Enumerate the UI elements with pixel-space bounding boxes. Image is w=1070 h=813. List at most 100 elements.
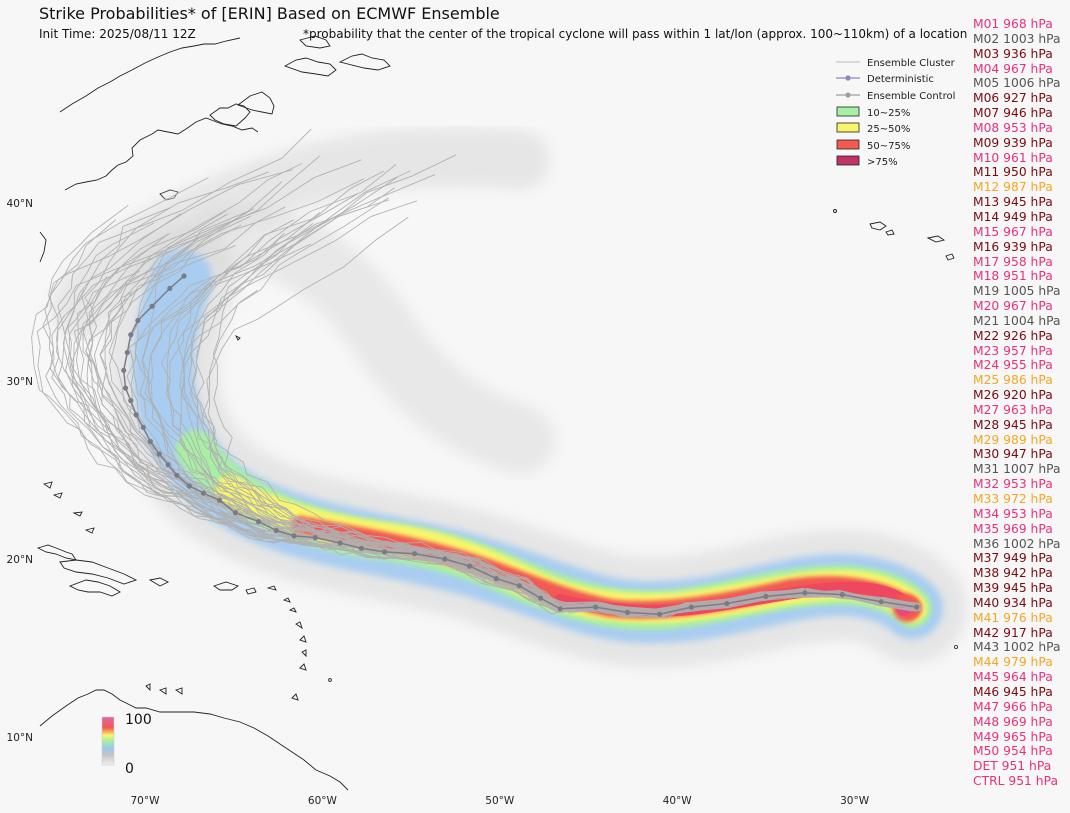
member-entry: CTRL 951 hPa bbox=[973, 774, 1058, 789]
deterministic-track-point bbox=[186, 483, 192, 489]
member-entry: M29 989 hPa bbox=[973, 432, 1053, 447]
deterministic-track-point bbox=[200, 490, 207, 496]
deterministic-track-point bbox=[121, 367, 127, 373]
deterministic-track bbox=[121, 273, 920, 617]
member-entry: M16 939 hPa bbox=[973, 239, 1053, 254]
x-tick-label: 40°W bbox=[663, 795, 693, 807]
deterministic-track-point bbox=[128, 398, 134, 404]
member-entry: M15 967 hPa bbox=[973, 224, 1053, 239]
member-entry: M36 1002 hPa bbox=[973, 536, 1061, 551]
member-entry: M12 987 hPa bbox=[973, 180, 1053, 195]
member-entry: M20 967 hPa bbox=[973, 299, 1053, 314]
deterministic-track-point bbox=[381, 549, 388, 555]
deterministic-track-point bbox=[724, 600, 730, 607]
member-entry: M22 926 hPa bbox=[973, 328, 1053, 343]
member-entry: M18 951 hPa bbox=[973, 269, 1053, 284]
legend: Ensemble Cluster Deterministic Ensemble … bbox=[836, 58, 956, 168]
member-entry: M01 968 hPa bbox=[973, 17, 1053, 31]
deterministic-track-point bbox=[133, 412, 139, 418]
deterministic-track-point bbox=[763, 593, 769, 600]
deterministic-track-point bbox=[624, 609, 631, 616]
deterministic-track-point bbox=[216, 497, 223, 503]
deterministic-track-point bbox=[802, 590, 808, 596]
member-entry: M46 945 hPa bbox=[973, 684, 1053, 699]
legend-cluster-label: Ensemble Cluster bbox=[867, 58, 956, 69]
chart-title: Strike Probabilities* of [ERIN] Based on… bbox=[39, 4, 500, 23]
deterministic-track-point bbox=[442, 556, 448, 562]
member-entry: M39 945 hPa bbox=[973, 581, 1053, 596]
member-entry: M13 945 hPa bbox=[973, 195, 1053, 210]
member-entry: M06 927 hPa bbox=[973, 91, 1053, 106]
deterministic-track-point bbox=[147, 438, 153, 445]
member-entry: M45 964 hPa bbox=[973, 670, 1053, 685]
member-entry: M32 953 hPa bbox=[973, 477, 1053, 492]
deterministic-track-point bbox=[122, 385, 129, 391]
member-pressure-list: M01 968 hPa M02 1003 hPa M03 936 hPa M04 96… bbox=[973, 17, 1069, 789]
deterministic-track-point bbox=[656, 611, 663, 617]
x-axis-ticks: 70°W 60°W 50°W 40°W 30°W bbox=[131, 795, 870, 807]
deterministic-track-point bbox=[128, 332, 134, 338]
member-entry: M43 1002 hPa bbox=[973, 640, 1061, 655]
member-entry: M47 966 hPa bbox=[973, 699, 1053, 714]
member-entry: M21 1004 hPa bbox=[973, 313, 1061, 328]
legend-p3-label: 50~75% bbox=[867, 141, 910, 152]
deterministic-track-point bbox=[337, 540, 343, 546]
legend-p1-label: 10~25% bbox=[867, 108, 910, 119]
member-entry: M30 947 hPa bbox=[973, 447, 1053, 462]
member-entry: M44 979 hPa bbox=[973, 655, 1053, 670]
x-tick-label: 30°W bbox=[840, 795, 870, 807]
colorbar: 100 0 bbox=[101, 712, 152, 777]
y-tick-label: 10°N bbox=[7, 732, 33, 744]
member-entry: M34 953 hPa bbox=[973, 506, 1053, 521]
ensemble-track-line bbox=[129, 243, 913, 618]
member-entry: M42 917 hPa bbox=[973, 625, 1053, 640]
member-entry: M02 1003 hPa bbox=[973, 31, 1061, 46]
member-entry: M50 954 hPa bbox=[973, 744, 1053, 759]
member-entry: M41 976 hPa bbox=[973, 610, 1053, 625]
member-entry: M17 958 hPa bbox=[973, 254, 1053, 269]
member-entry: M31 1007 hPa bbox=[973, 462, 1061, 477]
deterministic-track-point bbox=[255, 519, 262, 525]
deterministic-track-point bbox=[914, 604, 920, 610]
colorbar-max-label: 100 bbox=[125, 712, 152, 728]
member-entry: M25 986 hPa bbox=[973, 373, 1053, 388]
member-entry: M28 945 hPa bbox=[973, 417, 1053, 432]
member-entry: M11 950 hPa bbox=[973, 165, 1053, 180]
deterministic-track-point bbox=[493, 576, 499, 582]
member-entry: M19 1005 hPa bbox=[973, 284, 1061, 299]
deterministic-track-point bbox=[232, 510, 239, 516]
x-tick-label: 70°W bbox=[131, 795, 161, 807]
member-entry: M33 972 hPa bbox=[973, 492, 1053, 506]
deterministic-track-point bbox=[557, 606, 563, 612]
footnote: *probability that the center of the trop… bbox=[303, 27, 968, 41]
member-entry: DET 951 hPa bbox=[973, 759, 1052, 774]
member-entry: M27 963 hPa bbox=[973, 402, 1053, 417]
deterministic-track-point bbox=[516, 583, 522, 589]
legend-p4-swatch bbox=[836, 155, 860, 166]
member-entry: M03 936 hPa bbox=[973, 46, 1053, 61]
x-tick-label: 60°W bbox=[308, 795, 338, 807]
member-entry: M08 953 hPa bbox=[973, 120, 1053, 135]
deterministic-track-point bbox=[174, 472, 180, 478]
legend-deterministic-marker bbox=[845, 75, 851, 81]
deterministic-track-point bbox=[312, 535, 318, 541]
deterministic-track-point bbox=[124, 349, 130, 356]
member-entry: M10 961 hPa bbox=[973, 150, 1053, 165]
member-entry: M04 967 hPa bbox=[973, 61, 1053, 76]
deterministic-track-point bbox=[291, 533, 297, 539]
member-entry: M49 965 hPa bbox=[973, 729, 1053, 744]
ensemble-track-line bbox=[104, 155, 920, 613]
x-tick-label: 50°W bbox=[485, 795, 515, 807]
y-axis-ticks: 10°N 20°N 30°N 40°N bbox=[7, 198, 33, 744]
ensemble-track-line bbox=[99, 245, 916, 616]
legend-p2-swatch bbox=[836, 122, 860, 133]
ensemble-track-line bbox=[62, 213, 918, 614]
legend-control-label: Ensemble Control bbox=[867, 91, 955, 102]
member-entry: M07 946 hPa bbox=[973, 106, 1053, 121]
deterministic-track-point bbox=[135, 317, 141, 324]
deterministic-track-point bbox=[140, 424, 146, 430]
deterministic-track-point bbox=[165, 462, 171, 468]
deterministic-track-point bbox=[878, 599, 884, 605]
member-entry: M26 920 hPa bbox=[973, 388, 1053, 403]
y-tick-label: 30°N bbox=[7, 376, 33, 388]
